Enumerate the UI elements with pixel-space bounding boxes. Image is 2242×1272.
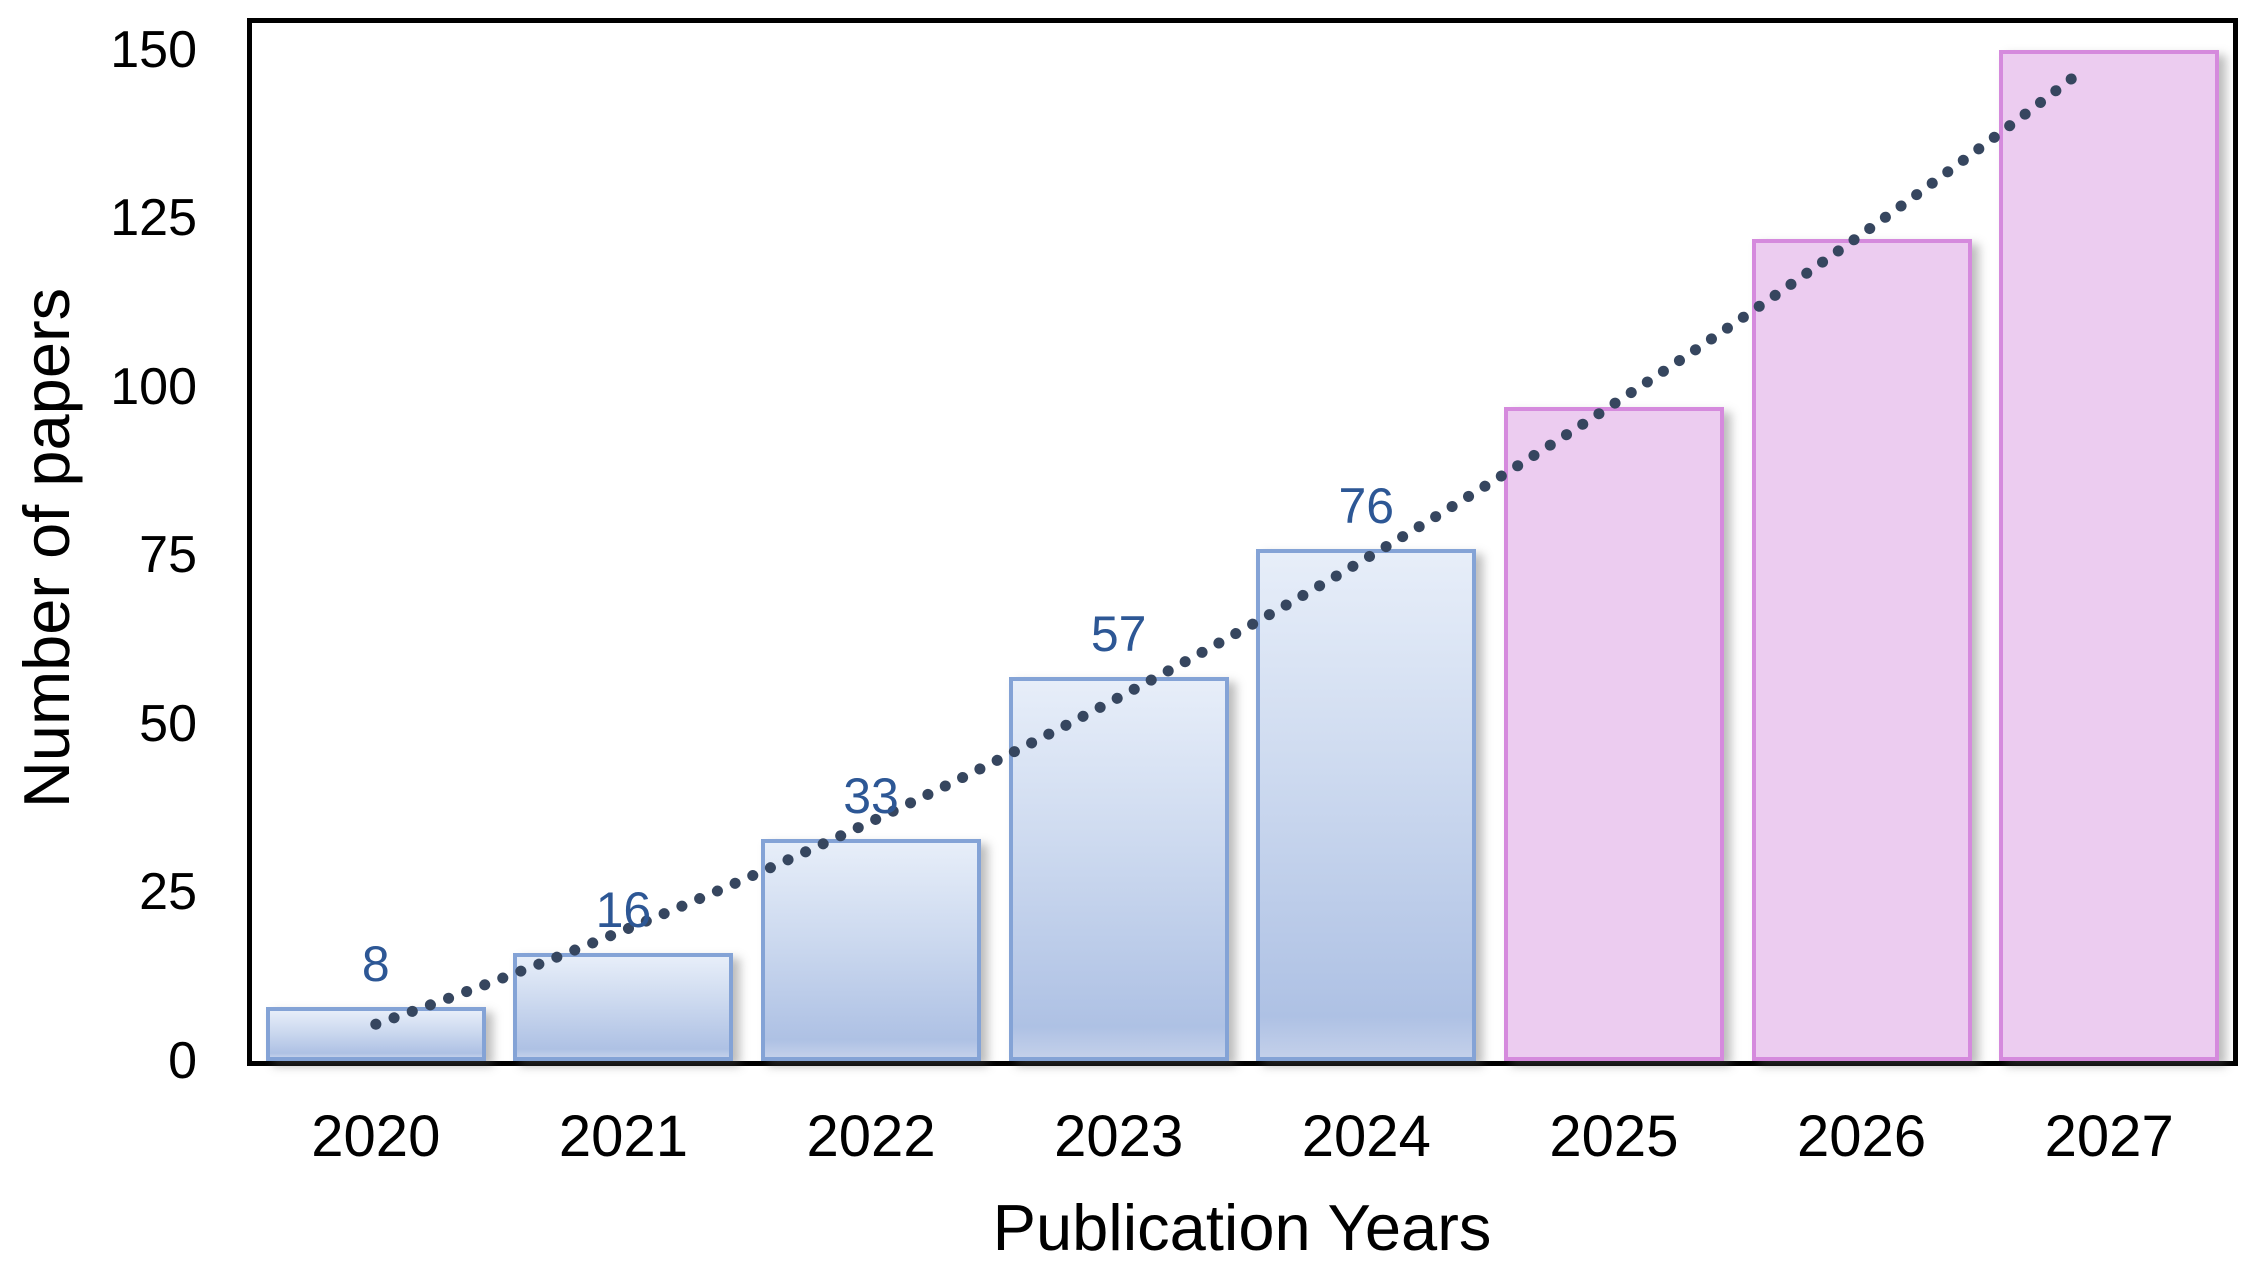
bar-2026 xyxy=(1751,238,1972,1061)
bar-2022 xyxy=(761,838,982,1061)
bar-2023 xyxy=(1008,676,1229,1061)
bar-2025 xyxy=(1503,407,1724,1061)
bar-value-label-2020: 8 xyxy=(361,936,390,993)
bar-value-label-2021: 16 xyxy=(595,882,652,939)
bar-value-label-2024: 76 xyxy=(1338,477,1395,534)
y-tick-150: 150 xyxy=(110,20,197,79)
y-tick-25: 25 xyxy=(139,863,197,922)
y-tick-125: 125 xyxy=(110,189,197,248)
bar-2021 xyxy=(513,953,734,1061)
x-tick-2021: 2021 xyxy=(558,1104,688,1169)
y-tick-0: 0 xyxy=(168,1032,197,1090)
x-tick-2024: 2024 xyxy=(1301,1104,1431,1169)
bar-value-label-2023: 57 xyxy=(1090,605,1147,662)
plot-area: 8 16 33 57 76 xyxy=(247,18,2238,1066)
x-tick-2020: 2020 xyxy=(311,1104,441,1169)
bar-2027 xyxy=(1999,49,2220,1061)
y-tick-50: 50 xyxy=(139,694,197,753)
bar-2020 xyxy=(265,1007,486,1061)
y-tick-75: 75 xyxy=(139,526,197,585)
x-tick-2023: 2023 xyxy=(1054,1104,1184,1169)
x-axis-title: Publication Years xyxy=(992,1191,1492,1264)
x-tick-2026: 2026 xyxy=(1797,1104,1927,1169)
x-tick-2022: 2022 xyxy=(806,1104,936,1169)
x-tick-2027: 2027 xyxy=(2044,1104,2174,1169)
bar-2024 xyxy=(1256,548,1477,1061)
bar-value-label-2022: 33 xyxy=(843,767,899,824)
y-tick-100: 100 xyxy=(110,357,197,416)
x-tick-2025: 2025 xyxy=(1549,1104,1679,1169)
